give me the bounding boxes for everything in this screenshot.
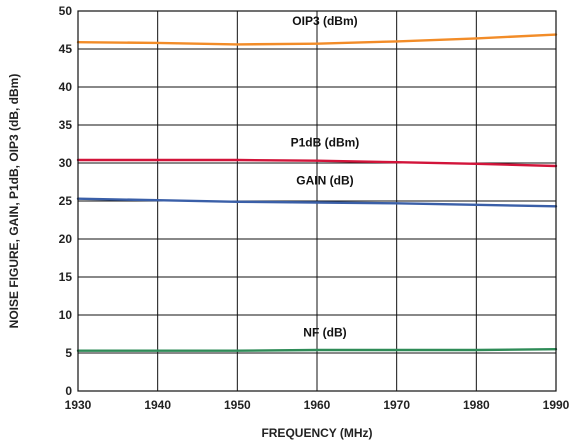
tick-labels: 1930 1940 1950 1960 1970 1980 1990 0 5 10 15 20 25 30… [59,4,570,412]
x-tick-label: 1980 [463,398,490,412]
series-line-nf-db [76,348,558,352]
series-line-oip3-dbm [76,33,558,46]
series-line-p1db-dbm [76,158,558,168]
x-tick-label: 1940 [144,398,171,412]
x-tick-label: 1960 [304,398,331,412]
y-tick-label: 15 [59,270,73,284]
y-tick-label: 10 [59,308,73,322]
plot-frame [77,10,557,392]
y-tick-label: 35 [59,118,73,132]
y-axis-label: NOISE FIGURE, GAIN, P1dB, OIP3 (dB, dBm) [7,74,21,329]
series-label-gain-db: GAIN (dB) [296,173,353,187]
y-tick-label: 45 [59,42,73,56]
y-tick-label: 30 [59,156,73,170]
y-tick-label: 40 [59,80,73,94]
series-labels: OIP3 (dBm) P1dB (dBm) GAIN (dB) NF (dB) [291,14,360,339]
x-tick-label: 1970 [383,398,410,412]
x-tick-label: 1930 [65,398,92,412]
series-label-nf-db: NF (dB) [303,325,346,339]
series-lines [76,33,558,352]
y-tick-label: 0 [65,384,72,398]
series-label-p1db-dbm: P1dB (dBm) [291,135,360,149]
x-tick-label: 1950 [224,398,251,412]
y-tick-label: 25 [59,194,73,208]
y-tick-label: 5 [65,346,72,360]
x-tick-label: 1990 [543,398,570,412]
series-label-oip3-dbm: OIP3 (dBm) [292,14,357,28]
y-tick-label: 20 [59,232,73,246]
y-tick-label: 50 [59,4,73,18]
x-axis-label: FREQUENCY (MHz) [261,426,372,440]
series-line-gain-db [76,197,558,208]
